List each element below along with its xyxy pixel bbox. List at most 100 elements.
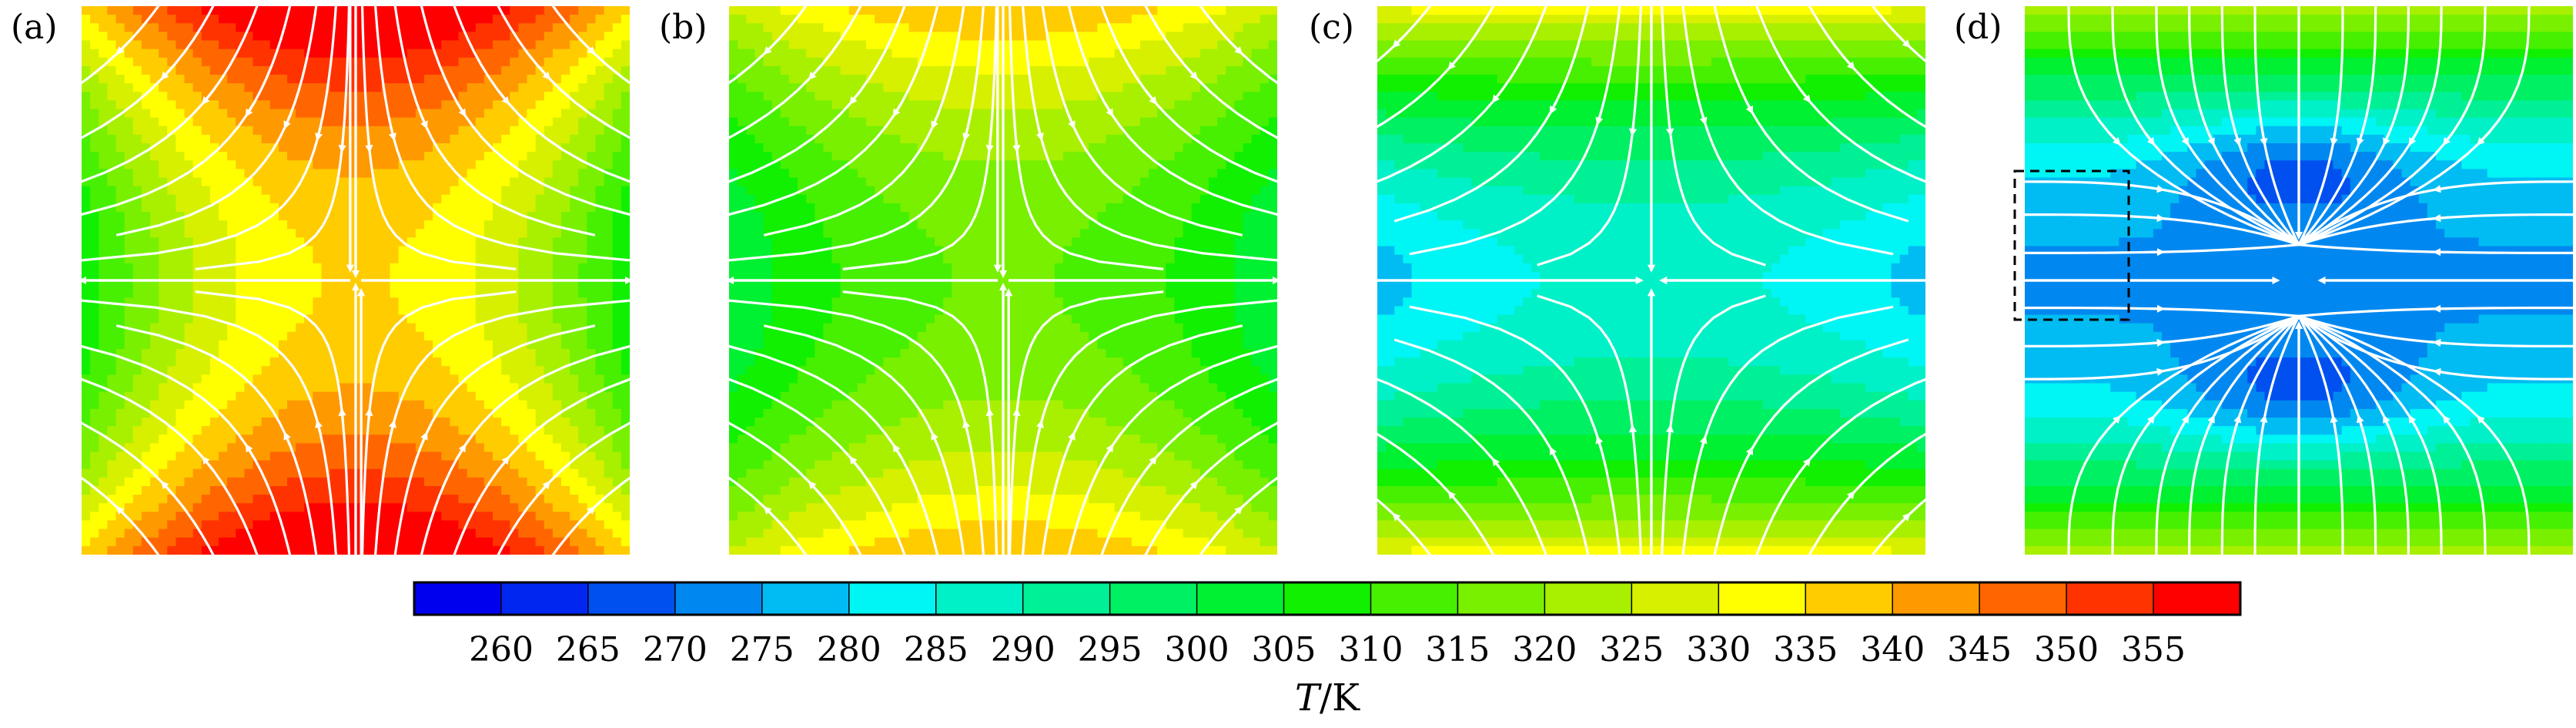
field-cell (364, 49, 373, 59)
field-cell (621, 520, 630, 530)
field-cell (552, 177, 562, 187)
field-cell (1199, 32, 1209, 42)
field-cell (883, 15, 892, 24)
field-cell (1029, 40, 1039, 50)
field-cell (1157, 57, 1166, 67)
field-cell (595, 503, 605, 512)
field-cell (875, 109, 884, 119)
field-cell (969, 49, 979, 59)
field-cell (107, 143, 117, 153)
field-cell (287, 323, 296, 333)
field-cell (236, 391, 245, 401)
field-cell (510, 408, 519, 418)
field-cell (201, 83, 211, 92)
field-cell (176, 349, 186, 358)
field-cell (467, 545, 477, 555)
field-cell (424, 418, 433, 427)
field-cell (287, 486, 296, 495)
field-cell (219, 83, 228, 92)
field-cell (381, 203, 391, 213)
field-cell (527, 357, 537, 367)
field-cell (115, 545, 125, 555)
field-cell (527, 109, 537, 119)
field-cell (124, 160, 134, 169)
field-cell (115, 117, 125, 127)
field-cell (209, 340, 219, 350)
field-cell (132, 366, 142, 375)
field-cell (604, 280, 614, 290)
field-cell (115, 40, 125, 50)
field-cell (99, 117, 108, 127)
field-cell (338, 280, 348, 290)
field-cell (115, 271, 125, 281)
field-cell (621, 117, 630, 127)
field-cell (201, 65, 211, 75)
field-cell (612, 246, 622, 256)
field-cell (501, 495, 510, 504)
field-cell (269, 152, 279, 161)
field-cell (346, 366, 356, 375)
field-cell (364, 340, 373, 350)
field-cell (115, 460, 125, 470)
field-cell (518, 220, 528, 230)
field-cell (90, 314, 99, 324)
field-cell (236, 263, 245, 273)
field-cell (167, 408, 176, 418)
field-cell (159, 152, 168, 161)
field-cell (450, 212, 460, 221)
field-cell (450, 143, 460, 153)
field-cell (612, 169, 622, 179)
field-cell (527, 177, 537, 187)
field-cell (501, 434, 510, 444)
field-cell (304, 537, 313, 547)
field-cell (201, 32, 211, 42)
field-cell (132, 383, 142, 393)
field-cell (925, 40, 935, 50)
field-cell (99, 331, 108, 341)
field-cell (1080, 100, 1089, 110)
field-cell (90, 57, 99, 67)
field-cell (1149, 83, 1158, 92)
field-cell (535, 152, 545, 161)
field-cell (960, 109, 970, 119)
field-cell (771, 109, 781, 119)
field-cell (304, 545, 313, 555)
field-cell (356, 117, 365, 127)
field-cell (390, 109, 400, 119)
field-cell (278, 331, 288, 341)
field-cell (527, 366, 537, 375)
field-cell (561, 186, 570, 196)
field-cell (244, 391, 254, 401)
field-cell (994, 23, 1004, 32)
field-cell (570, 203, 579, 213)
field-cell (330, 229, 340, 238)
field-cell (219, 263, 228, 273)
field-cell (1080, 49, 1089, 59)
field-cell (578, 357, 587, 367)
field-cell (535, 220, 545, 230)
field-cell (141, 314, 151, 324)
field-cell (330, 314, 340, 324)
field-cell (501, 152, 510, 161)
field-cell (866, 100, 875, 110)
field-cell (338, 520, 348, 530)
field-cell (192, 49, 202, 59)
field-cell (132, 75, 142, 84)
field-cell (287, 537, 296, 547)
field-cell (184, 503, 194, 512)
field-cell (518, 109, 528, 119)
field-cell (167, 443, 176, 453)
field-cell (570, 186, 579, 196)
streamline (374, 6, 630, 262)
field-cell (321, 220, 331, 230)
field-cell (1199, 65, 1209, 75)
field-cell (415, 32, 425, 42)
field-cell (535, 271, 545, 281)
field-cell (771, 15, 781, 24)
field-cell (1199, 109, 1209, 119)
field-cell (738, 75, 747, 84)
field-cell (578, 477, 587, 487)
field-cell (346, 237, 356, 247)
field-cell (441, 203, 450, 213)
field-cell (501, 65, 510, 75)
